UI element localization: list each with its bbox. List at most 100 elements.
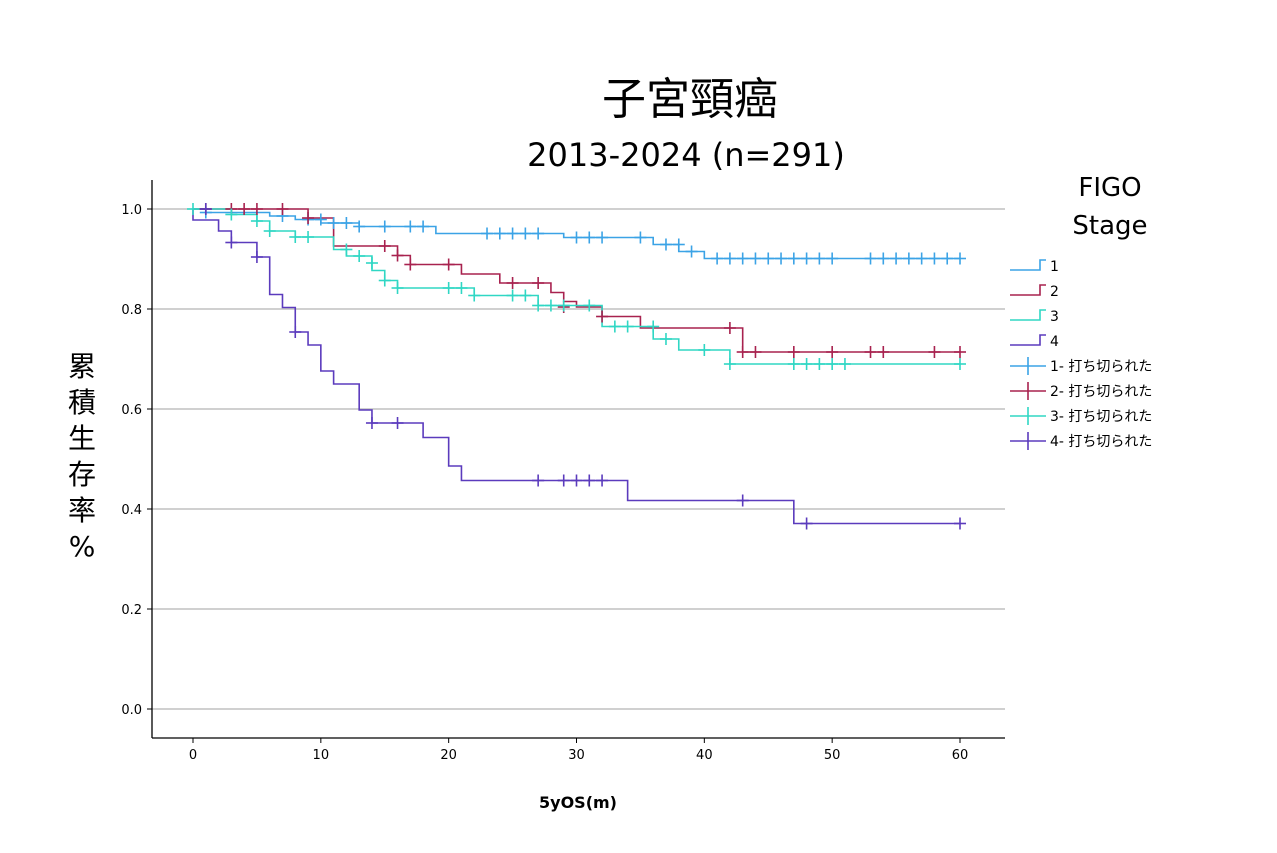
censor-mark-1 — [583, 232, 595, 244]
gridlines — [152, 209, 1005, 709]
censor-mark-3 — [187, 203, 199, 215]
censor-mark-3 — [698, 344, 710, 356]
censor-mark-2 — [749, 346, 761, 358]
censor-mark-1 — [686, 246, 698, 258]
censor-mark-3 — [379, 275, 391, 287]
censor-mark-1 — [801, 253, 813, 265]
censor-mark-2 — [507, 277, 519, 289]
legend-title-line1: FIGO — [1078, 173, 1141, 203]
censor-mark-1 — [417, 221, 429, 233]
y-axis-title-char: 存 — [68, 458, 96, 491]
censor-mark-3 — [264, 225, 276, 237]
censor-mark-1 — [519, 228, 531, 240]
censor-mark-2 — [737, 346, 749, 358]
legend-item: 2- 打ち切られた — [1010, 382, 1152, 400]
censor-mark-1 — [379, 221, 391, 233]
censor-mark-1 — [788, 253, 800, 265]
censor-mark-4 — [558, 475, 570, 487]
chart-subtitle: 2013-2024 (n=291) — [527, 136, 845, 174]
censor-mark-2 — [865, 346, 877, 358]
censor-mark-1 — [890, 253, 902, 265]
legend-censor-symbol — [1010, 407, 1046, 425]
y-tick-label: 0.8 — [121, 303, 142, 318]
y-tick-label: 0.0 — [121, 703, 142, 718]
censor-mark-4 — [596, 475, 608, 487]
censor-mark-4 — [583, 475, 595, 487]
legend-step-symbol — [1010, 285, 1046, 295]
censor-mark-4 — [392, 417, 404, 429]
legend-label: 4 — [1050, 334, 1059, 350]
series-line-2 — [193, 209, 960, 352]
censor-mark-3 — [801, 358, 813, 370]
censor-mark-4 — [801, 518, 813, 530]
censor-mark-1 — [596, 232, 608, 244]
censor-mark-2 — [954, 346, 966, 358]
legend-label: 3 — [1050, 309, 1059, 325]
legend-item: 4 — [1010, 334, 1059, 350]
x-tick-label: 50 — [824, 748, 841, 763]
censor-mark-1 — [813, 253, 825, 265]
censor-mark-3 — [468, 290, 480, 302]
legend-label: 1 — [1050, 259, 1059, 275]
censor-mark-3 — [839, 358, 851, 370]
censor-mark-1 — [724, 253, 736, 265]
y-axis-title: 累積生存率% — [68, 350, 96, 563]
y-axis-title-char: 積 — [68, 386, 96, 419]
censor-mark-1 — [865, 253, 877, 265]
censor-mark-1 — [916, 253, 928, 265]
x-tick-label: 20 — [440, 748, 457, 763]
legend-label: 4- 打ち切られた — [1050, 433, 1152, 450]
censor-mark-1 — [634, 232, 646, 244]
y-tick-label: 0.6 — [121, 403, 142, 418]
censor-mark-1 — [340, 217, 352, 229]
censor-mark-3 — [225, 209, 237, 221]
censor-mark-3 — [545, 300, 557, 312]
censor-mark-3 — [507, 290, 519, 302]
x-tick-label: 10 — [313, 748, 330, 763]
censor-mark-3 — [647, 321, 659, 333]
censor-mark-2 — [404, 259, 416, 271]
legend-step-symbol — [1010, 310, 1046, 320]
censor-mark-1 — [507, 228, 519, 240]
censor-mark-1 — [494, 228, 506, 240]
censor-mark-3 — [609, 321, 621, 333]
y-axis-title-char: 率 — [68, 494, 96, 527]
censor-mark-1 — [673, 239, 685, 251]
legend: FIGO Stage 12341- 打ち切られた2- 打ち切られた3- 打ち切ら… — [1010, 173, 1152, 450]
censor-mark-3 — [724, 358, 736, 370]
censor-mark-2 — [788, 346, 800, 358]
axes — [147, 180, 1005, 743]
legend-censor-symbol — [1010, 382, 1046, 400]
censor-mark-2 — [877, 346, 889, 358]
tick-labels: 0.0 0.2 0.4 0.6 0.8 1.0 0 10 20 30 40 50 60 — [121, 203, 968, 763]
censor-mark-3 — [788, 358, 800, 370]
censor-mark-3 — [532, 300, 544, 312]
legend-label: 2- 打ち切られた — [1050, 383, 1152, 400]
legend-label: 3- 打ち切られた — [1050, 408, 1152, 425]
y-tick-label: 1.0 — [121, 203, 142, 218]
y-axis-title-char: 生 — [68, 422, 96, 455]
censor-mark-3 — [443, 282, 455, 294]
censor-mark-1 — [928, 253, 940, 265]
censor-mark-4 — [225, 237, 237, 249]
censor-mark-1 — [903, 253, 915, 265]
censor-mark-3 — [622, 321, 634, 333]
y-axis-title-char: % — [69, 530, 96, 563]
censor-mark-1 — [571, 232, 583, 244]
legend-item: 2 — [1010, 284, 1059, 300]
legend-label: 1- 打ち切られた — [1050, 358, 1152, 375]
censor-mark-2 — [596, 311, 608, 323]
legend-item: 3- 打ち切られた — [1010, 407, 1152, 425]
y-tick-label: 0.4 — [121, 503, 142, 518]
censor-mark-1 — [877, 253, 889, 265]
legend-item: 4- 打ち切られた — [1010, 432, 1152, 450]
censor-mark-2 — [532, 277, 544, 289]
censor-mark-3 — [289, 231, 301, 243]
y-axis-title-char: 累 — [68, 350, 96, 383]
legend-censor-symbol — [1010, 357, 1046, 375]
censor-mark-1 — [711, 253, 723, 265]
censor-mark-3 — [366, 257, 378, 269]
censor-mark-3 — [660, 333, 672, 345]
censor-mark-4 — [954, 518, 966, 530]
